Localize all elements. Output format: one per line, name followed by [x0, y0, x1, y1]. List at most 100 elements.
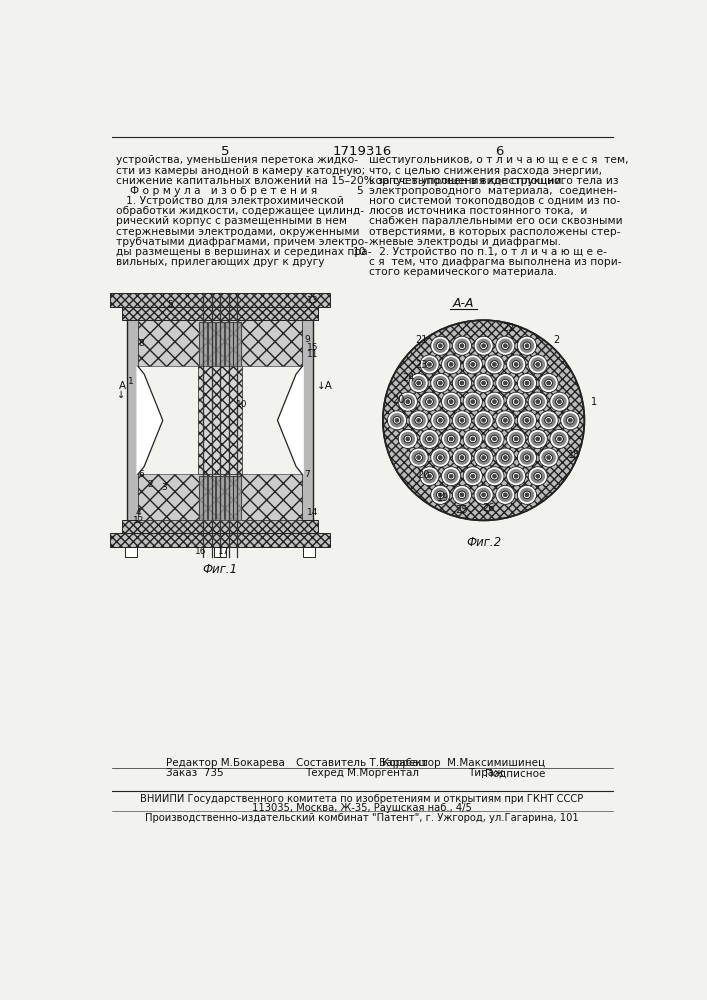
Text: отверстиями, в которых расположены стер-: отверстиями, в которых расположены стер-	[369, 227, 621, 237]
Circle shape	[539, 448, 559, 467]
Circle shape	[485, 429, 504, 448]
Text: 23: 23	[415, 360, 427, 370]
Circle shape	[433, 339, 448, 353]
Circle shape	[542, 450, 556, 465]
Circle shape	[503, 418, 508, 422]
Circle shape	[463, 392, 482, 411]
Circle shape	[404, 398, 411, 405]
Circle shape	[547, 381, 551, 385]
Circle shape	[463, 355, 482, 374]
Circle shape	[442, 429, 461, 448]
Circle shape	[485, 392, 504, 411]
Circle shape	[452, 411, 472, 430]
Circle shape	[431, 411, 450, 430]
Text: ↓А: ↓А	[317, 381, 333, 391]
Circle shape	[480, 491, 487, 499]
Text: Ф о р м у л а   и з о б р е т е н и я: Ф о р м у л а и з о б р е т е н и я	[130, 186, 317, 196]
Text: Подписное: Подписное	[485, 768, 546, 778]
Circle shape	[426, 472, 433, 480]
Circle shape	[534, 398, 542, 405]
Circle shape	[420, 429, 439, 448]
Circle shape	[393, 416, 401, 424]
Circle shape	[556, 398, 563, 405]
Circle shape	[474, 374, 493, 393]
Circle shape	[518, 485, 537, 504]
Circle shape	[513, 472, 520, 480]
Text: 4: 4	[136, 508, 141, 517]
Circle shape	[493, 362, 496, 366]
Circle shape	[520, 339, 534, 353]
Circle shape	[409, 374, 428, 393]
Text: 5: 5	[167, 300, 173, 309]
Circle shape	[474, 485, 493, 504]
Text: 18: 18	[568, 450, 580, 460]
Circle shape	[438, 418, 443, 422]
Circle shape	[463, 467, 482, 486]
Circle shape	[498, 450, 513, 465]
Circle shape	[420, 392, 439, 411]
Circle shape	[465, 394, 480, 409]
Circle shape	[422, 394, 437, 409]
Circle shape	[530, 469, 545, 483]
Circle shape	[530, 432, 545, 446]
Circle shape	[536, 474, 539, 478]
Circle shape	[509, 357, 523, 372]
Circle shape	[523, 379, 531, 387]
Circle shape	[452, 336, 472, 355]
Circle shape	[458, 454, 466, 461]
Circle shape	[514, 437, 518, 441]
Circle shape	[469, 398, 477, 405]
Text: 10: 10	[236, 400, 247, 409]
Text: 1. Устройство для электрохимической: 1. Устройство для электрохимической	[116, 196, 344, 206]
Circle shape	[542, 413, 556, 428]
Circle shape	[536, 362, 539, 366]
Circle shape	[491, 435, 498, 443]
Circle shape	[523, 491, 531, 499]
Polygon shape	[138, 474, 303, 520]
Circle shape	[395, 418, 399, 422]
Text: жневые электроды и диафрагмы.: жневые электроды и диафрагмы.	[369, 237, 561, 247]
Circle shape	[404, 435, 411, 443]
Circle shape	[383, 320, 585, 520]
Circle shape	[563, 413, 578, 428]
Circle shape	[426, 435, 433, 443]
Text: 9: 9	[304, 335, 310, 344]
Text: рический корпус с размещенными в нем: рический корпус с размещенными в нем	[116, 216, 347, 226]
Circle shape	[436, 379, 444, 387]
Circle shape	[409, 411, 428, 430]
Text: 5: 5	[221, 145, 230, 158]
Circle shape	[491, 472, 498, 480]
Circle shape	[458, 491, 466, 499]
Circle shape	[460, 456, 464, 460]
Polygon shape	[303, 547, 315, 557]
Circle shape	[458, 379, 466, 387]
Circle shape	[525, 493, 529, 497]
Circle shape	[436, 454, 444, 461]
Circle shape	[496, 411, 515, 430]
Circle shape	[496, 374, 515, 393]
Circle shape	[480, 454, 487, 461]
Circle shape	[545, 454, 552, 461]
Text: 17: 17	[218, 547, 230, 556]
Circle shape	[552, 394, 567, 409]
Circle shape	[534, 472, 542, 480]
Text: 1719316: 1719316	[332, 145, 392, 158]
Text: 21: 21	[415, 335, 427, 345]
Circle shape	[528, 429, 547, 448]
Circle shape	[471, 437, 475, 441]
Circle shape	[428, 400, 431, 404]
Circle shape	[520, 376, 534, 390]
Circle shape	[514, 362, 518, 366]
Text: снижение капитальных вложений на 15–20% за счет упрощения конструкции.: снижение капитальных вложений на 15–20% …	[116, 176, 565, 186]
Text: 6: 6	[495, 145, 503, 158]
Text: 2: 2	[553, 335, 559, 345]
Circle shape	[455, 376, 469, 390]
Circle shape	[513, 361, 520, 368]
Text: 10: 10	[353, 247, 366, 257]
Circle shape	[474, 336, 493, 355]
Circle shape	[552, 432, 567, 446]
Circle shape	[398, 392, 417, 411]
Circle shape	[503, 493, 508, 497]
Circle shape	[557, 400, 561, 404]
Circle shape	[458, 416, 466, 424]
